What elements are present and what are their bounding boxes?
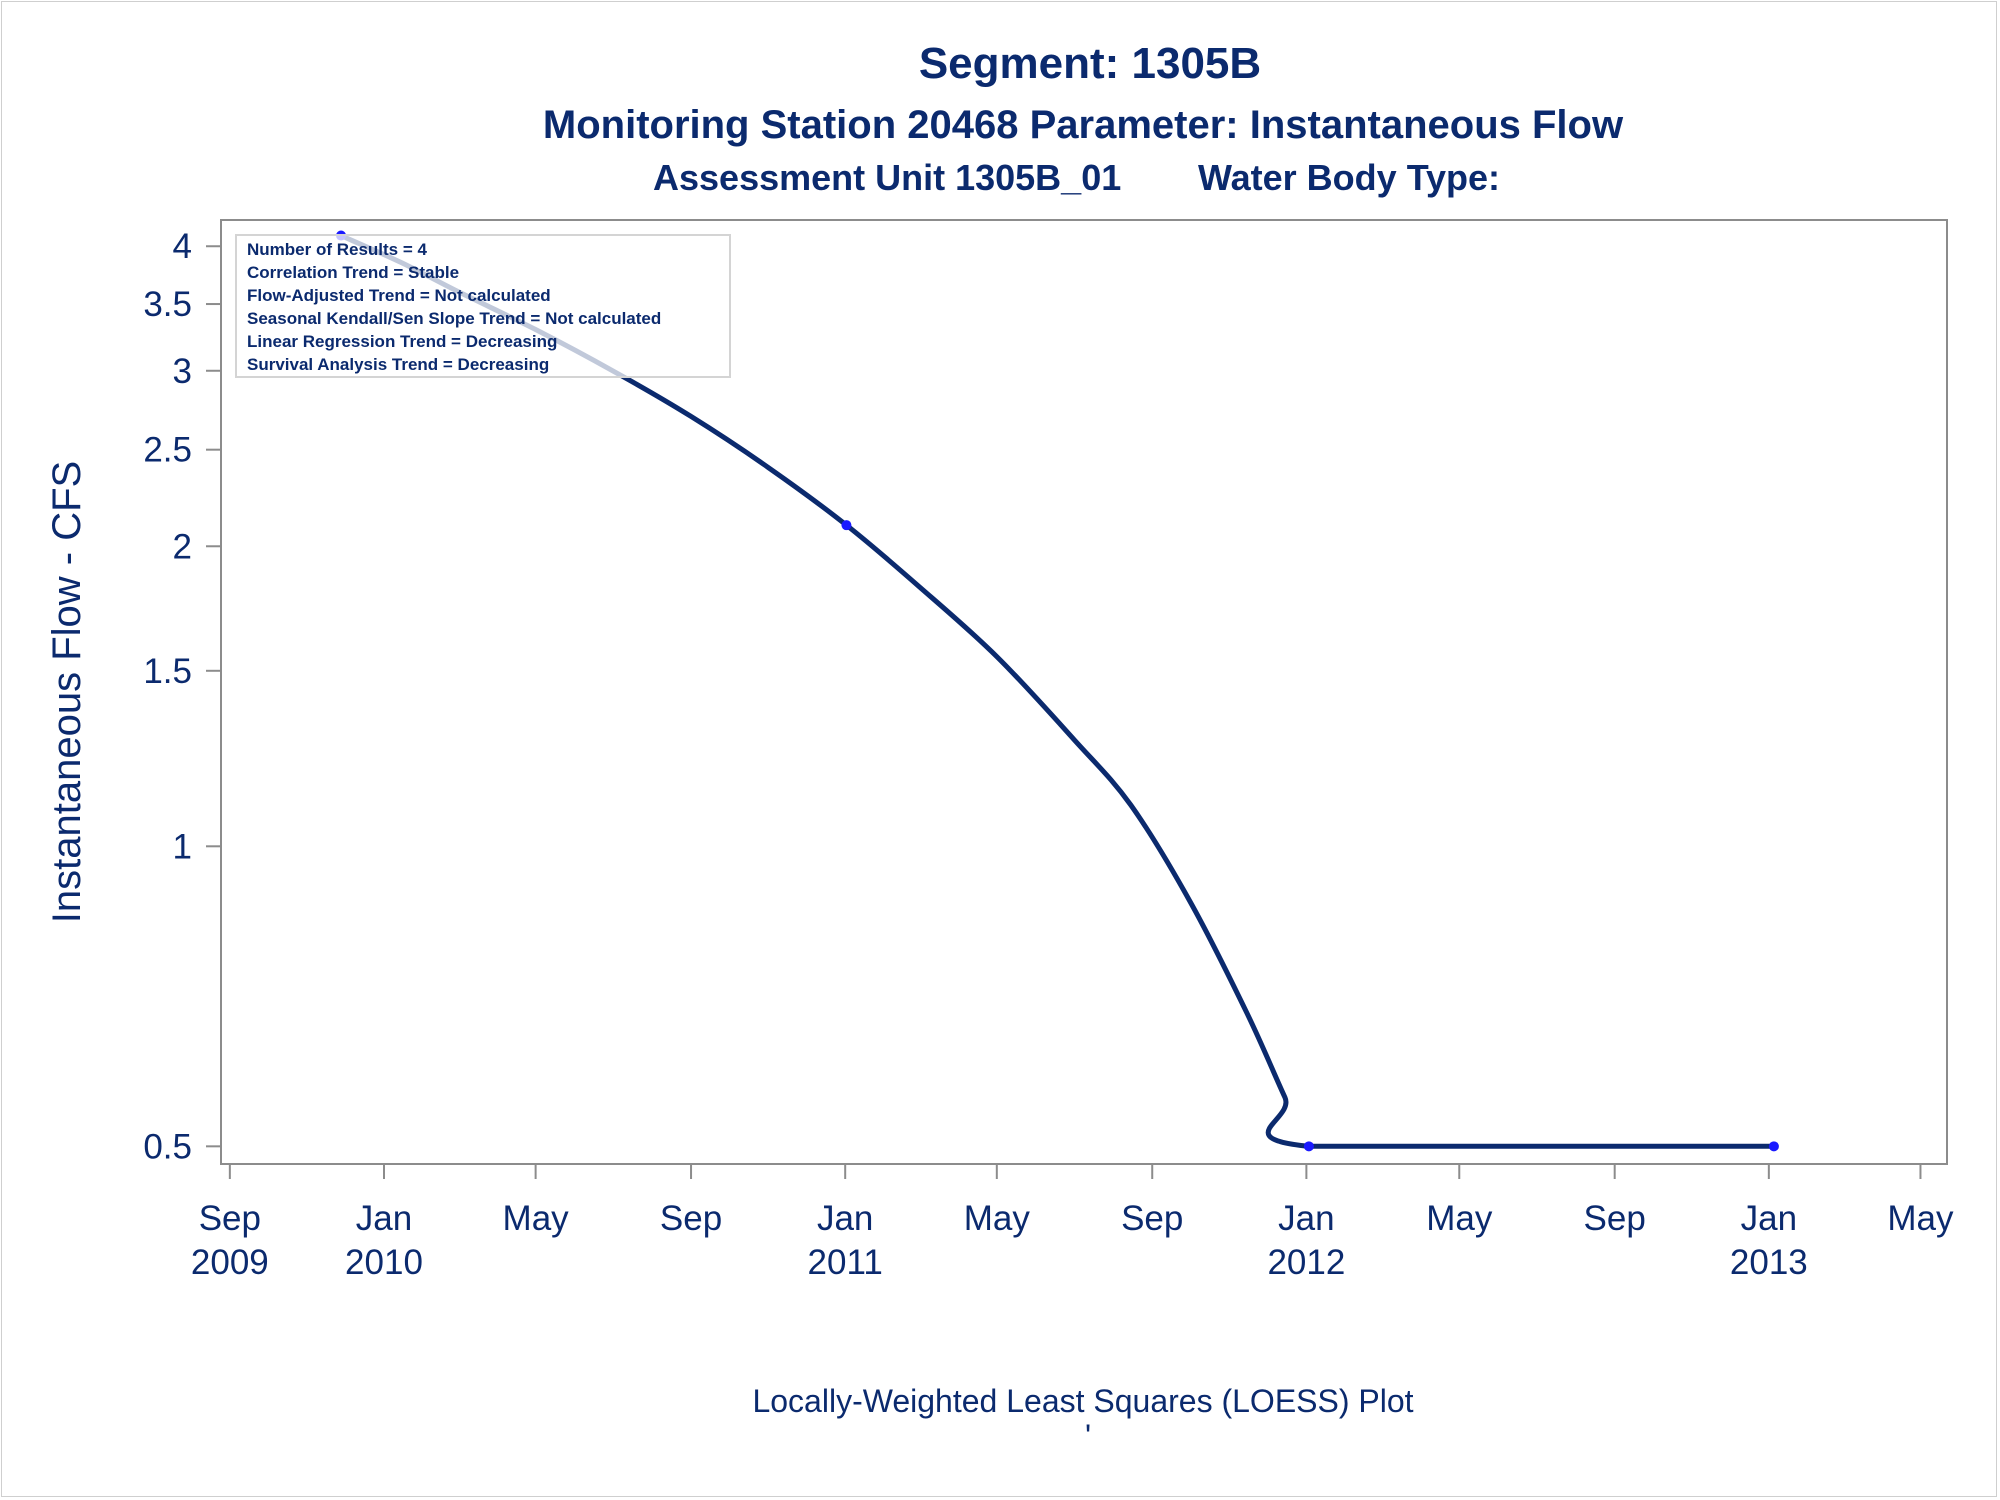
stat-survival-analysis-trend: Survival Analysis Trend = Decreasing [247, 355, 549, 374]
trend-stats-box-border [235, 234, 731, 378]
y-tick-label: 1.5 [143, 652, 192, 691]
observation-point [1768, 1141, 1779, 1152]
y-axis: 0.5 1 1.5 2 2.5 3 3.5 4 [143, 227, 221, 1166]
x-axis: Sep 2009 Jan 2010 May Sep Jan 2011 May Sep Jan 2012… [191, 1163, 1954, 1282]
observation-point [841, 520, 852, 531]
x-tick-label: Sep [1121, 1199, 1183, 1238]
x-tick-label: Jan [1741, 1199, 1797, 1238]
x-tick-label: Jan [1278, 1199, 1334, 1238]
x-tick-label: 2011 [808, 1243, 883, 1282]
x-tick-label: Sep [199, 1199, 261, 1238]
y-tick-label: 0.5 [143, 1127, 192, 1166]
x-tick-label: Sep [1584, 1199, 1646, 1238]
x-tick-label: Jan [817, 1199, 873, 1238]
x-tick-label: Sep [660, 1199, 722, 1238]
x-tick-label: 2009 [191, 1243, 269, 1282]
x-tick-label: 2012 [1267, 1243, 1345, 1282]
y-tick-label: 3 [173, 352, 192, 391]
chart-subtitle: Monitoring Station 20468 Parameter: Inst… [543, 103, 1624, 147]
y-tick-label: 2.5 [143, 431, 192, 470]
x-tick-label: May [1887, 1199, 1954, 1238]
observation-point [1303, 1141, 1314, 1152]
x-tick-label: 2013 [1730, 1243, 1808, 1282]
chart-subtitle-water-body-type: Water Body Type: [1198, 157, 1500, 198]
y-tick-label: 3.5 [143, 285, 192, 324]
stat-number-of-results: Number of Results = 4 [247, 240, 428, 259]
x-tick-label: May [503, 1199, 570, 1238]
y-tick-label: 1 [173, 827, 192, 866]
stat-seasonal-kendall-trend: Seasonal Kendall/Sen Slope Trend = Not c… [247, 309, 661, 328]
x-tick-label: 2010 [345, 1243, 423, 1282]
x-tick-label: May [1426, 1199, 1493, 1238]
x-tick-label: May [964, 1199, 1031, 1238]
footnote-loess: Locally-Weighted Least Squares (LOESS) P… [752, 1383, 1413, 1419]
chart-title: Segment: 1305B [919, 39, 1261, 88]
stat-correlation-trend: Correlation Trend = Stable [247, 263, 459, 282]
trend-stats-box: Number of Results = 4 Correlation Trend … [235, 234, 731, 378]
x-tick-label: Jan [356, 1199, 412, 1238]
stat-linear-regression-trend: Linear Regression Trend = Decreasing [247, 332, 557, 351]
stat-flow-adjusted-trend: Flow-Adjusted Trend = Not calculated [247, 286, 551, 305]
chart-subtitle-assessment-unit: Assessment Unit 1305B_01 [653, 157, 1121, 198]
y-tick-label: 2 [173, 527, 192, 566]
footnote-mark: ' [1085, 1418, 1091, 1454]
y-axis-title: Instantaneous Flow - CFS [45, 461, 89, 923]
y-tick-label: 4 [173, 227, 192, 266]
